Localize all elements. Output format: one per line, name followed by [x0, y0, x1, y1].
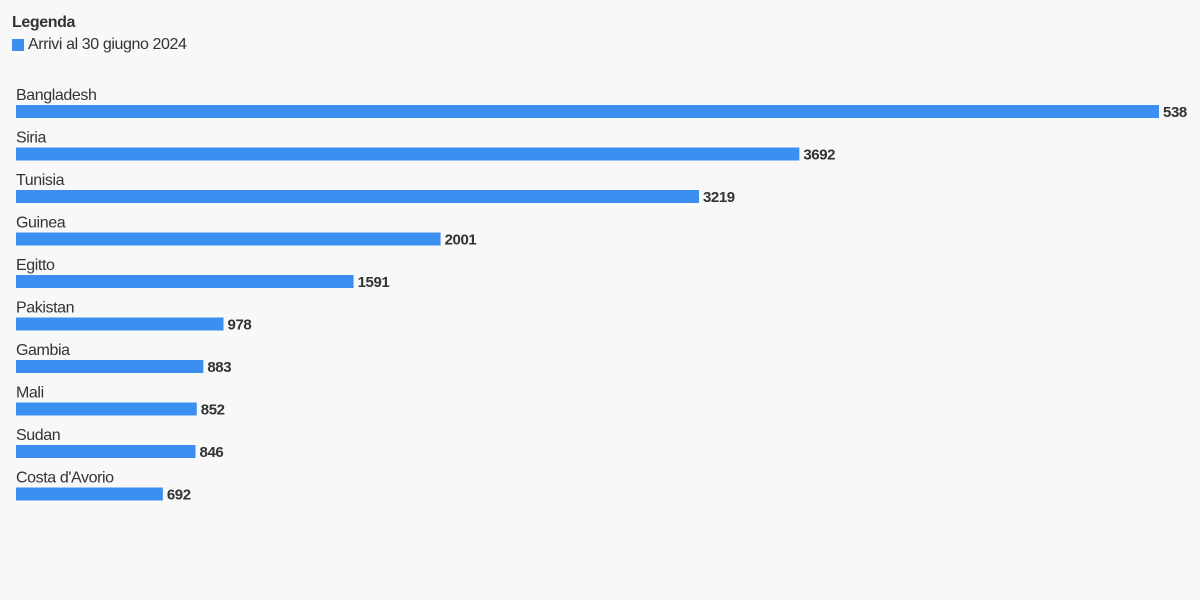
- bar[interactable]: [16, 360, 204, 373]
- category-label: Costa d'Avorio: [16, 470, 114, 487]
- category-label: Mali: [16, 385, 44, 402]
- value-label: 3219: [703, 189, 735, 206]
- legend-title: Legenda: [12, 14, 75, 31]
- category-label: Guinea: [16, 215, 66, 232]
- bar[interactable]: [16, 402, 197, 416]
- bar[interactable]: [16, 487, 163, 501]
- category-label: Tunisia: [16, 172, 65, 189]
- value-label: 852: [201, 402, 225, 419]
- category-label: Gambia: [16, 342, 70, 359]
- value-label: 846: [200, 444, 224, 461]
- value-label: 1591: [358, 274, 390, 291]
- category-label: Sudan: [16, 427, 60, 444]
- value-label: 978: [228, 317, 252, 334]
- value-label: 538: [1163, 104, 1187, 121]
- legend-item-label: Arrivi al 30 giugno 2024: [28, 36, 187, 53]
- legend-swatch-icon: [12, 39, 24, 51]
- category-label: Pakistan: [16, 300, 74, 317]
- value-label: 883: [207, 359, 231, 376]
- bar[interactable]: [16, 275, 354, 288]
- value-label: 3692: [803, 147, 835, 164]
- bar[interactable]: [16, 445, 196, 458]
- bar[interactable]: [16, 190, 699, 203]
- bar[interactable]: [16, 317, 224, 331]
- bar[interactable]: [16, 147, 800, 161]
- value-label: 692: [167, 487, 191, 504]
- value-label: 2001: [445, 232, 477, 249]
- category-label: Bangladesh: [16, 87, 97, 104]
- legend-item[interactable]: Arrivi al 30 giugno 2024: [12, 34, 187, 56]
- bar[interactable]: [16, 105, 1159, 118]
- legend: Legenda Arrivi al 30 giugno 2024: [12, 12, 187, 56]
- bar[interactable]: [16, 232, 441, 246]
- category-label: Egitto: [16, 257, 55, 274]
- category-label: Siria: [16, 130, 47, 147]
